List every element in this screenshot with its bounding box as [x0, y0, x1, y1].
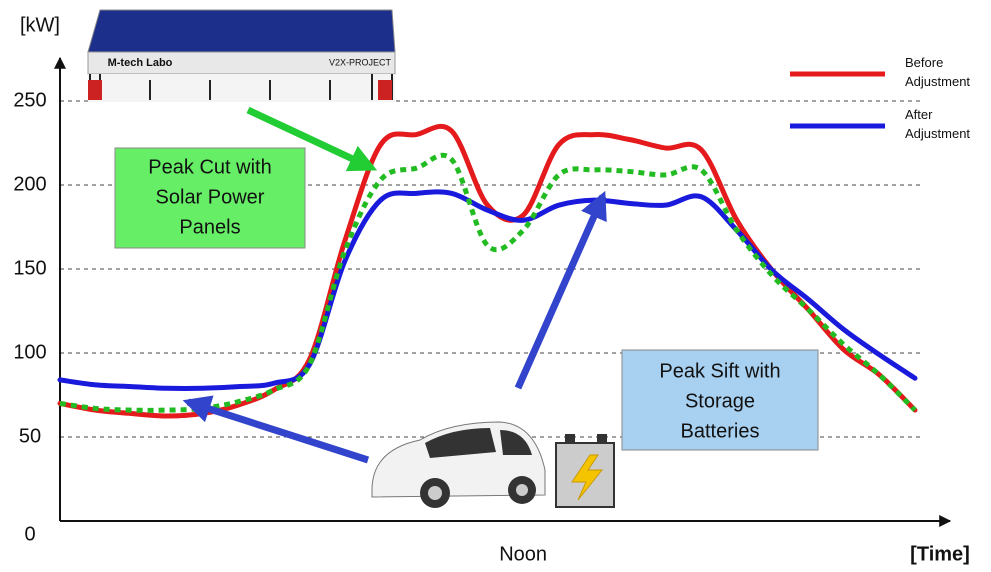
battery-icon [556, 434, 614, 507]
y-axis-label: [kW] [20, 14, 60, 36]
y-tick-label: 150 [13, 257, 46, 279]
panel-label: M-tech Labo [108, 57, 173, 69]
annotation-text: Panels [179, 216, 240, 238]
panel-label: V2X-PROJECT [329, 57, 392, 67]
x-tick-label: Noon [499, 543, 547, 565]
y-tick-label: 100 [13, 341, 46, 363]
annotation-text: Peak Cut with [148, 156, 271, 178]
annotation-text: Storage [685, 390, 755, 412]
annotation-text: Peak Sift with [659, 360, 780, 382]
solar-panel: M-tech Labo V2X-PROJECT [88, 10, 395, 102]
chart: [kW] [Time] M-tech Labo V2X-PROJECT Peak… [0, 0, 991, 572]
y-tick-label: 200 [13, 173, 46, 195]
annotation-text: Batteries [681, 420, 760, 442]
annotation-text: Solar Power [156, 186, 265, 208]
y-tick-label: 50 [19, 425, 41, 447]
x-axis-label: [Time] [910, 543, 970, 565]
y-tick-label: 250 [13, 89, 46, 111]
y-tick-label: 0 [24, 523, 35, 545]
arrow [188, 402, 368, 460]
car-icon [372, 422, 545, 508]
